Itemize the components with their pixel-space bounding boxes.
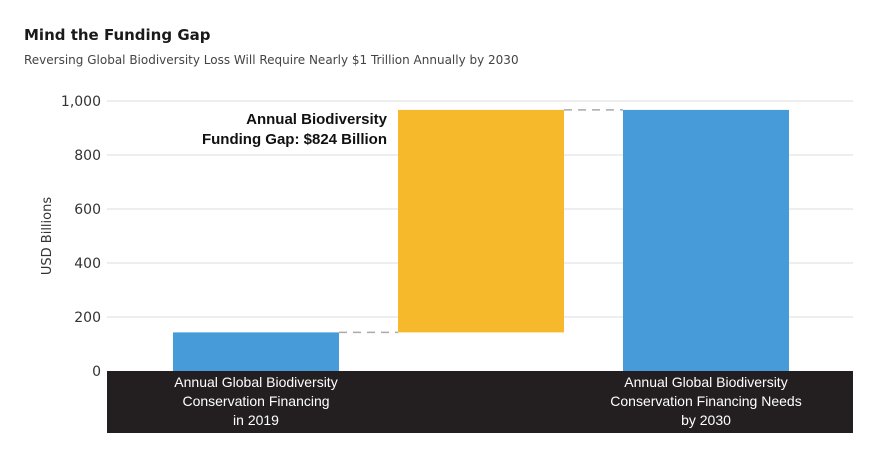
bar (398, 109, 564, 333)
category-label: Annual Global Biodiversity (624, 374, 787, 390)
y-tick-label: 800 (74, 148, 101, 164)
category-label: Conservation Financing (182, 393, 329, 409)
y-axis-label: USD Billions (40, 197, 55, 275)
category-label: by 2030 (681, 412, 731, 428)
y-tick-label: 400 (74, 256, 101, 272)
category-label: in 2019 (233, 412, 279, 428)
y-tick-label: 0 (92, 364, 101, 380)
chart-subtitle: Reversing Global Biodiversity Loss Will … (24, 53, 519, 67)
funding-gap-annotation: Annual Biodiversity (246, 111, 388, 128)
y-tick-label: 200 (74, 310, 101, 326)
chart-title: Mind the Funding Gap (24, 26, 211, 44)
y-tick-label: 1,000 (61, 94, 101, 110)
funding-gap-annotation: Funding Gap: $824 Billion (202, 131, 387, 148)
bar (623, 109, 789, 371)
bar (173, 332, 339, 371)
category-label: Conservation Financing Needs (610, 393, 801, 409)
y-tick-label: 600 (74, 202, 101, 218)
category-label: Annual Global Biodiversity (174, 374, 337, 390)
category-band (107, 371, 853, 433)
